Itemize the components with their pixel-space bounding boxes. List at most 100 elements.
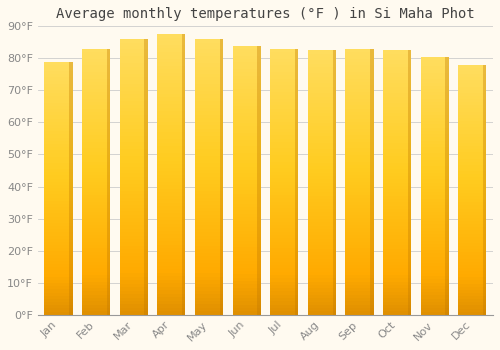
Bar <box>82 89 110 92</box>
Bar <box>346 142 374 145</box>
Bar <box>458 90 486 93</box>
Bar <box>69 62 72 315</box>
Bar <box>44 217 72 220</box>
Bar <box>458 196 486 199</box>
Bar <box>383 97 411 100</box>
Bar <box>195 53 223 56</box>
Bar <box>458 205 486 209</box>
Bar <box>420 60 449 63</box>
Bar <box>346 218 374 222</box>
Bar <box>458 183 486 187</box>
Bar <box>270 288 298 292</box>
Bar <box>158 122 186 125</box>
Bar <box>383 189 411 192</box>
Bar <box>458 224 486 227</box>
Bar <box>346 55 374 59</box>
Bar <box>82 92 110 95</box>
Bar <box>383 100 411 103</box>
Bar <box>82 102 110 105</box>
Bar <box>195 118 223 122</box>
Bar <box>308 206 336 209</box>
Bar <box>82 165 110 168</box>
Bar <box>232 197 260 200</box>
Bar <box>383 196 411 199</box>
Bar <box>120 56 148 60</box>
Bar <box>120 98 148 101</box>
Bar <box>346 139 374 142</box>
Bar <box>383 225 411 229</box>
Bar <box>383 295 411 298</box>
Bar <box>195 215 223 218</box>
Bar <box>195 304 223 308</box>
Bar <box>158 41 186 45</box>
Bar <box>232 264 260 268</box>
Bar <box>383 278 411 282</box>
Bar <box>270 115 298 119</box>
Bar <box>195 256 223 260</box>
Bar <box>383 136 411 140</box>
Bar <box>120 160 148 163</box>
Bar <box>44 131 72 134</box>
Bar <box>44 312 72 315</box>
Bar <box>308 193 336 196</box>
Bar <box>232 244 260 247</box>
Bar <box>82 142 110 145</box>
Bar <box>270 85 298 89</box>
Bar <box>346 245 374 248</box>
Bar <box>120 177 148 180</box>
Bar <box>44 62 72 65</box>
Bar <box>232 83 260 86</box>
Bar <box>346 232 374 235</box>
Bar <box>232 163 260 167</box>
Bar <box>232 261 260 264</box>
Bar <box>158 118 186 122</box>
Bar <box>120 294 148 298</box>
Bar <box>420 83 449 86</box>
Bar <box>346 208 374 212</box>
Bar <box>458 99 486 102</box>
Bar <box>458 124 486 127</box>
Bar <box>44 302 72 305</box>
Bar <box>44 68 72 71</box>
Bar <box>44 90 72 93</box>
Bar <box>232 271 260 274</box>
Bar <box>158 266 186 269</box>
Bar <box>120 267 148 270</box>
Bar <box>232 190 260 194</box>
Bar <box>270 285 298 288</box>
Bar <box>44 71 72 74</box>
Bar <box>44 74 72 77</box>
Bar <box>44 255 72 258</box>
Bar <box>383 245 411 248</box>
Bar <box>420 108 449 112</box>
Bar <box>232 207 260 210</box>
Bar <box>308 106 336 110</box>
Bar <box>458 306 486 308</box>
Bar <box>232 224 260 227</box>
Bar <box>420 176 449 179</box>
Bar <box>195 229 223 232</box>
Bar <box>346 105 374 108</box>
Bar <box>420 115 449 118</box>
Bar <box>232 187 260 190</box>
Bar <box>383 74 411 77</box>
Bar <box>458 143 486 146</box>
Bar <box>420 234 449 237</box>
Bar <box>420 147 449 150</box>
Bar <box>82 85 110 89</box>
Bar <box>270 205 298 208</box>
Bar <box>82 82 110 85</box>
Bar <box>270 185 298 188</box>
Bar <box>158 248 186 252</box>
Bar <box>308 219 336 222</box>
Bar <box>82 135 110 139</box>
Bar <box>308 149 336 153</box>
Bar <box>383 83 411 87</box>
Bar <box>458 193 486 196</box>
Bar <box>308 292 336 295</box>
Bar <box>458 293 486 296</box>
Bar <box>346 85 374 89</box>
Bar <box>383 120 411 123</box>
Bar <box>420 189 449 192</box>
Bar <box>383 106 411 110</box>
